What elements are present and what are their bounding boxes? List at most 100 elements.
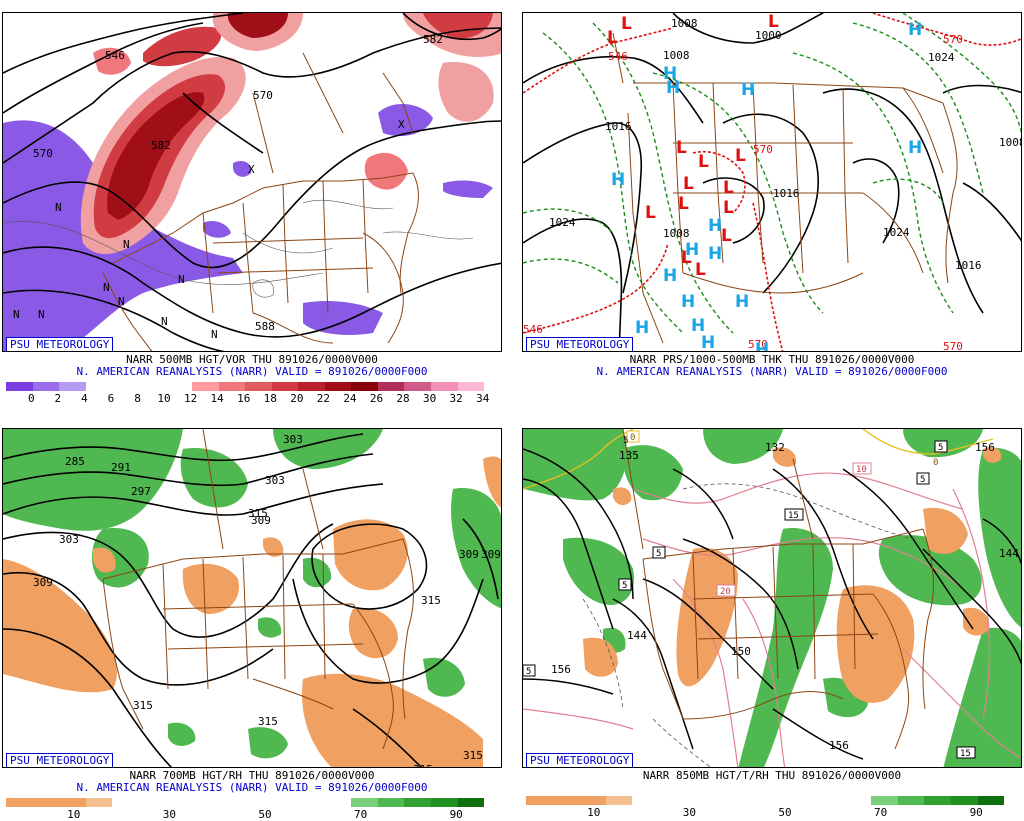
high-center-icon: H	[908, 20, 922, 40]
colorbar-swatch	[871, 796, 898, 805]
map-700mb: 285 291 297 303 309 303 309 309 315 315 …	[2, 428, 502, 768]
colorbar-swatch	[59, 798, 86, 807]
colorbar-tick-label: 32	[449, 392, 463, 405]
panel-850mb-temp-rh: 135 132 144 150 156 156 144 156 0 5 5 5 …	[522, 428, 1022, 819]
colorbar-swatch	[324, 798, 352, 807]
temperature-label: 5	[622, 581, 627, 591]
colorbar-swatch	[6, 382, 33, 391]
temperature-label: 10	[856, 465, 867, 475]
colorbar-tick-label: 50	[778, 806, 792, 819]
height-label: 156	[975, 441, 995, 454]
isobar-label: 1016	[605, 120, 632, 133]
height-label: 303	[283, 433, 303, 446]
isobar-label: 1016	[773, 187, 800, 200]
colorbar-tick-label: 70	[873, 806, 888, 819]
high-center-icon: H	[908, 138, 922, 158]
moist-areas	[3, 429, 501, 767]
vorticity-colorbar-ticks: 0 2 4 6 8 10 12 14 16 18 20 22 24 26 28 30 32 34	[6, 392, 489, 405]
vort-label-n: N	[211, 328, 218, 341]
colorbar-swatch	[165, 798, 192, 807]
low-center-icon: L	[735, 146, 746, 166]
colorbar-swatch	[191, 382, 219, 391]
panel4-temperature-labels: 0 5 5 5 5 5 10 15 20 15 0	[523, 430, 976, 759]
low-center-icon: L	[607, 28, 618, 48]
colorbar-tick-label: 6	[107, 392, 115, 405]
contour-label: 570	[33, 147, 53, 160]
colorbar-tick-label: 14	[210, 392, 224, 405]
colorbar-swatch	[138, 798, 166, 807]
isobar-label: 1024	[549, 216, 576, 229]
isobar-label: 1024	[883, 226, 910, 239]
colorbar-swatch	[579, 796, 606, 805]
height-contours	[3, 13, 501, 351]
colorbar-swatch	[685, 796, 712, 805]
height-label: 150	[731, 645, 751, 658]
panel1-labels: 546 570 582 570 588 582 N N N N N N N N …	[13, 33, 443, 341]
colorbar-tick-label: 22	[316, 392, 330, 405]
temperature-label: 5	[623, 436, 628, 446]
colorbar-swatch	[738, 796, 766, 805]
height-label: 285	[65, 455, 85, 468]
low-center-icon: L	[681, 248, 692, 268]
colorbar-swatch	[377, 798, 405, 807]
isobars	[523, 13, 1021, 351]
isobar-label: 1016	[955, 259, 982, 272]
thickness-label: 546	[608, 50, 628, 63]
vort-label-n: N	[38, 308, 45, 321]
freezing-thickness-lines	[523, 13, 1021, 351]
temperature-label: 5	[920, 475, 925, 485]
colorbar-swatch	[85, 798, 113, 807]
colorbar-tick-label: 30	[162, 808, 177, 821]
height-label: 156	[829, 739, 849, 752]
high-center-icon: H	[708, 244, 722, 264]
colorbar-swatch	[977, 796, 1005, 805]
panel2-labels: 1008 1000 1008 1016 1024 1008 1016 1024 …	[523, 17, 1021, 351]
height-label: 132	[765, 441, 785, 454]
height-label: 315	[133, 699, 153, 712]
high-center-icon: H	[663, 266, 677, 286]
height-label: 309	[33, 576, 53, 589]
colorbar-swatch	[552, 796, 580, 805]
colorbar-swatch	[765, 796, 792, 805]
colorbar-swatch	[271, 382, 299, 391]
low-center-icon: L	[645, 203, 656, 223]
colorbar-swatch	[951, 796, 978, 805]
high-center-icon: H	[741, 80, 755, 100]
high-center-icon: H	[681, 292, 695, 312]
height-label: 144	[627, 629, 647, 642]
rh-colorbar	[526, 796, 1005, 805]
psu-credit: PSU METEOROLOGY	[526, 337, 634, 351]
colorbar-tick-label: 70	[353, 808, 368, 821]
height-label: 315	[413, 763, 433, 768]
colorbar-swatch	[632, 796, 659, 805]
colorbar-swatch	[791, 796, 819, 805]
height-label: 315	[248, 507, 268, 520]
colorbar-tick-label: 30	[422, 392, 437, 405]
high-center-icon: H	[666, 78, 680, 98]
colorbar-tick-label: 20	[290, 392, 304, 405]
colorbar-swatch	[457, 382, 485, 391]
thickness-label: 570	[943, 33, 963, 46]
colorbar-swatch	[431, 798, 458, 807]
vort-label-n: N	[103, 281, 110, 294]
colorbar-swatch	[218, 382, 246, 391]
temperature-label: 5	[656, 549, 661, 559]
political-boundaries	[102, 52, 419, 351]
colorbar-tick-label: 4	[81, 392, 88, 405]
map-500mb-graphic: 546 570 582 570 588 582 N N N N N N N N …	[3, 13, 501, 351]
panel-caption-product: NARR PRS/1000-500MB THK THU 891026/0000V…	[629, 353, 915, 366]
rh-colorbar	[6, 798, 485, 807]
colorbar-swatch	[711, 796, 739, 805]
temperature-label: 5	[938, 443, 943, 453]
low-center-icon: L	[698, 152, 709, 172]
colorbar-tick-label: 26	[369, 392, 384, 405]
high-center-icon: H	[611, 170, 625, 190]
thickness-label: 546	[523, 323, 543, 336]
colorbar-tick-label: 12	[183, 392, 198, 405]
panel-caption-valid: N. AMERICAN REANALYSIS (NARR) VALID = 89…	[76, 365, 428, 378]
colorbar-swatch	[818, 796, 845, 805]
contour-label: 582	[423, 33, 443, 46]
low-center-icon: L	[723, 198, 734, 218]
colorbar-swatch	[85, 382, 113, 391]
panel3-labels: 285 291 297 303 309 303 309 309 315 315 …	[33, 433, 501, 768]
